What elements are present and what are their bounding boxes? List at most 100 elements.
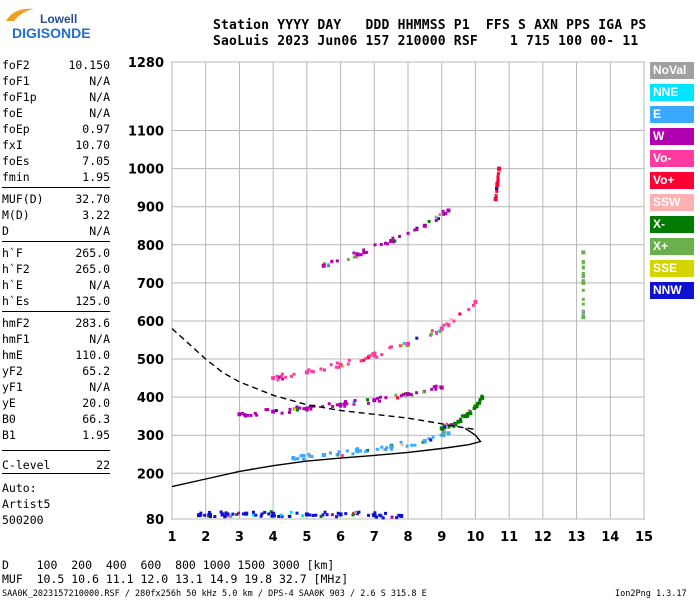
- data-point: [396, 396, 400, 400]
- series-point-w: [372, 398, 377, 403]
- param-value: N/A: [89, 332, 110, 346]
- data-point: [378, 399, 382, 403]
- series-point-vo-: [304, 370, 309, 375]
- data-point: [373, 511, 377, 515]
- data-point: [277, 514, 281, 518]
- param-row-ye: yE 20.0: [2, 396, 110, 412]
- footer-version: Ion2Png 1.3.17: [615, 589, 687, 599]
- data-point: [394, 393, 398, 397]
- param-key: yF2: [2, 364, 23, 378]
- data-point: [321, 405, 325, 409]
- data-point: [246, 413, 250, 417]
- series-point-w: [355, 252, 360, 257]
- legend-item-x-: X+: [650, 238, 694, 255]
- param-value: N/A: [89, 278, 110, 292]
- data-point: [203, 513, 207, 517]
- series-point-e: [355, 449, 360, 454]
- data-point: [199, 511, 203, 515]
- data-point: [468, 410, 472, 414]
- data-point: [255, 413, 259, 417]
- param-row-d: D N/A: [2, 224, 110, 240]
- data-point: [224, 511, 228, 515]
- data-point: [325, 513, 329, 517]
- model-profile-dashed-line: [171, 328, 476, 431]
- data-point: [272, 514, 276, 518]
- data-point: [249, 413, 253, 417]
- data-point: [330, 260, 334, 264]
- data-point: [467, 308, 471, 312]
- param-value: 32.70: [75, 192, 110, 206]
- data-point: [351, 452, 355, 456]
- param-key: foEs: [2, 154, 30, 168]
- data-point: [447, 425, 451, 429]
- data-point: [276, 378, 280, 382]
- ionogram-chart: 1 2 3 4 5 6 7 8 9 10 11 12 13 14 158020030040050060070…: [128, 56, 653, 545]
- data-point: [251, 513, 255, 517]
- data-point: [237, 511, 241, 515]
- series-point-vo-: [372, 353, 377, 358]
- data-point: [336, 511, 340, 515]
- y-tick-label: 80: [146, 513, 164, 528]
- data-point: [442, 431, 446, 435]
- data-point: [432, 385, 436, 389]
- legend-item-noval: NoVal: [650, 62, 694, 79]
- x-tick-label: 2: [201, 530, 210, 545]
- param-key: B0: [2, 412, 16, 426]
- data-point: [293, 407, 297, 411]
- data-point: [308, 513, 312, 517]
- param-row-clevel: C-level 22: [2, 458, 110, 474]
- series-point-w: [389, 238, 394, 243]
- series-point-nnw: [372, 513, 377, 518]
- logo-digisonde: DIGISONDE: [12, 25, 91, 41]
- data-point: [330, 513, 334, 517]
- data-point: [438, 329, 442, 333]
- series-point-x-: [439, 426, 444, 431]
- data-point: [243, 414, 247, 418]
- data-point: [277, 375, 281, 379]
- series-point-x-: [581, 315, 586, 320]
- data-point: [219, 510, 223, 514]
- data-point: [335, 453, 339, 457]
- logo-lowell: Lowell: [40, 12, 78, 26]
- data-point: [465, 412, 469, 416]
- series-point-nnw: [271, 511, 276, 516]
- data-point: [384, 511, 388, 515]
- footer-muf-row: MUF 10.5 10.6 11.1 12.0 13.1 14.9 19.8 3…: [2, 572, 349, 586]
- data-point: [327, 402, 331, 406]
- data-point: [229, 514, 233, 518]
- y-tick-label: 200: [137, 467, 164, 482]
- data-point: [280, 411, 284, 415]
- param-value: N/A: [89, 224, 110, 238]
- data-point: [383, 241, 387, 245]
- data-point: [342, 402, 346, 406]
- series-point-w: [271, 409, 276, 414]
- data-point: [413, 443, 417, 447]
- data-point: [375, 515, 379, 519]
- data-point: [384, 448, 388, 452]
- legend-item-vo-: Vo+: [650, 172, 694, 189]
- data-point: [347, 358, 351, 362]
- data-point: [270, 514, 274, 518]
- param-value: 10.150: [68, 58, 110, 72]
- param-key: foEp: [2, 122, 30, 136]
- data-point: [581, 311, 585, 315]
- data-point: [445, 422, 449, 426]
- param-row-hf: h`F 265.0: [2, 246, 110, 262]
- data-point: [406, 231, 410, 235]
- series-point-e: [422, 438, 427, 443]
- data-point: [362, 251, 366, 255]
- data-point: [415, 391, 419, 395]
- x-tick-label: 4: [269, 530, 278, 545]
- param-row-hmf1: hmF1 N/A: [2, 332, 110, 348]
- data-point: [307, 368, 311, 372]
- param-value: 3.22: [82, 208, 110, 222]
- param-value: 110.0: [75, 348, 110, 362]
- param-row-hmf2: hmF2 283.6: [2, 316, 110, 332]
- param-value: 1.95: [82, 170, 110, 184]
- data-point: [213, 515, 217, 519]
- param-value: 283.6: [75, 316, 110, 330]
- param-key: foF1: [2, 74, 30, 88]
- param-row-he: h`E N/A: [2, 278, 110, 294]
- auto-label: Auto:: [2, 481, 37, 495]
- data-point: [366, 448, 370, 452]
